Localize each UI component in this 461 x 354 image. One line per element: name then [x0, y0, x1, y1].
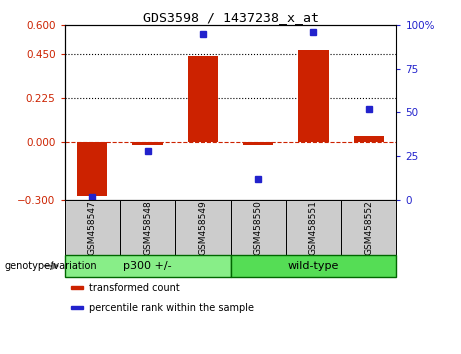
Bar	[354, 136, 384, 142]
Text: GSM458547: GSM458547	[88, 200, 97, 255]
Bar	[120, 200, 175, 255]
Bar	[71, 286, 83, 289]
Text: p300 +/-: p300 +/-	[123, 261, 172, 271]
Bar	[243, 142, 273, 145]
Text: percentile rank within the sample: percentile rank within the sample	[89, 303, 254, 313]
Text: GSM458550: GSM458550	[254, 200, 263, 255]
Bar	[286, 200, 341, 255]
Text: wild-type: wild-type	[288, 261, 339, 271]
Bar	[188, 56, 218, 142]
Text: GSM458551: GSM458551	[309, 200, 318, 255]
Bar	[230, 200, 286, 255]
Bar	[230, 255, 396, 277]
Bar	[341, 200, 396, 255]
Bar	[132, 142, 163, 145]
Text: genotype/variation: genotype/variation	[5, 261, 97, 271]
Text: transformed count: transformed count	[89, 282, 180, 292]
Bar	[298, 50, 329, 142]
Bar	[175, 200, 230, 255]
Title: GDS3598 / 1437238_x_at: GDS3598 / 1437238_x_at	[142, 11, 319, 24]
Bar	[65, 255, 230, 277]
Bar	[77, 142, 107, 196]
Text: GSM458552: GSM458552	[364, 200, 373, 255]
Text: GSM458548: GSM458548	[143, 200, 152, 255]
Bar	[71, 306, 83, 309]
Text: GSM458549: GSM458549	[198, 200, 207, 255]
Bar	[65, 200, 120, 255]
